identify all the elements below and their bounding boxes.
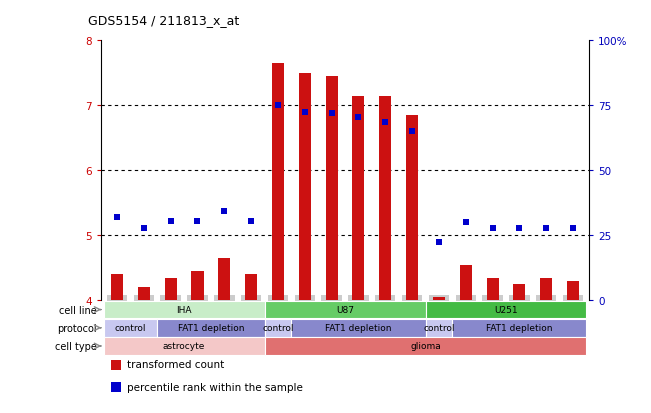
Bar [191,271,204,301]
Bar [567,281,579,301]
Bar [514,285,525,301]
Point [112,214,122,221]
Bar [104,337,264,355]
Bar [486,278,499,301]
Bar [165,278,176,301]
Bar [380,96,391,301]
Text: control: control [262,323,294,332]
Bar [426,301,587,318]
Text: FAT1 depletion: FAT1 depletion [486,323,553,332]
Bar [218,259,230,301]
Text: protocol: protocol [57,323,97,333]
Point [541,225,551,231]
Bar [460,265,472,301]
Text: astrocyte: astrocyte [163,342,205,351]
Bar [540,278,552,301]
Text: control: control [423,323,454,332]
Text: control: control [115,323,146,332]
Bar [264,337,587,355]
Point [568,225,578,231]
Bar [406,116,418,301]
Text: FAT1 depletion: FAT1 depletion [326,323,392,332]
Text: IHA: IHA [176,305,192,314]
Point [326,111,337,117]
Point [380,119,391,126]
Bar [292,319,426,337]
Bar [433,297,445,301]
Bar [326,77,338,301]
Text: cell type: cell type [55,341,97,351]
Point [514,225,525,231]
Bar [352,96,365,301]
Point [219,208,230,214]
Bar [104,319,158,337]
Bar [272,64,284,301]
Point [460,220,471,226]
Point [407,129,417,135]
Bar [245,275,257,301]
Point [273,103,283,109]
Bar [111,275,123,301]
Text: FAT1 depletion: FAT1 depletion [178,323,244,332]
Point [165,218,176,225]
Text: U251: U251 [494,305,518,314]
Text: percentile rank within the sample: percentile rank within the sample [127,382,303,392]
Bar [299,74,311,301]
Text: U87: U87 [336,305,354,314]
Text: cell line: cell line [59,305,97,315]
Point [353,114,364,121]
Bar [111,382,121,392]
Bar [104,301,264,318]
Bar [111,360,121,370]
Point [139,225,149,231]
Text: GDS5154 / 211813_x_at: GDS5154 / 211813_x_at [88,14,239,27]
Text: glioma: glioma [410,342,441,351]
Point [246,218,256,225]
Bar [138,288,150,301]
Point [192,218,202,225]
Point [488,225,498,231]
Point [434,239,444,246]
Point [299,109,310,116]
Bar [264,301,426,318]
Text: transformed count: transformed count [127,359,224,369]
Bar [158,319,264,337]
Bar [426,319,452,337]
Bar [452,319,587,337]
Bar [264,319,292,337]
